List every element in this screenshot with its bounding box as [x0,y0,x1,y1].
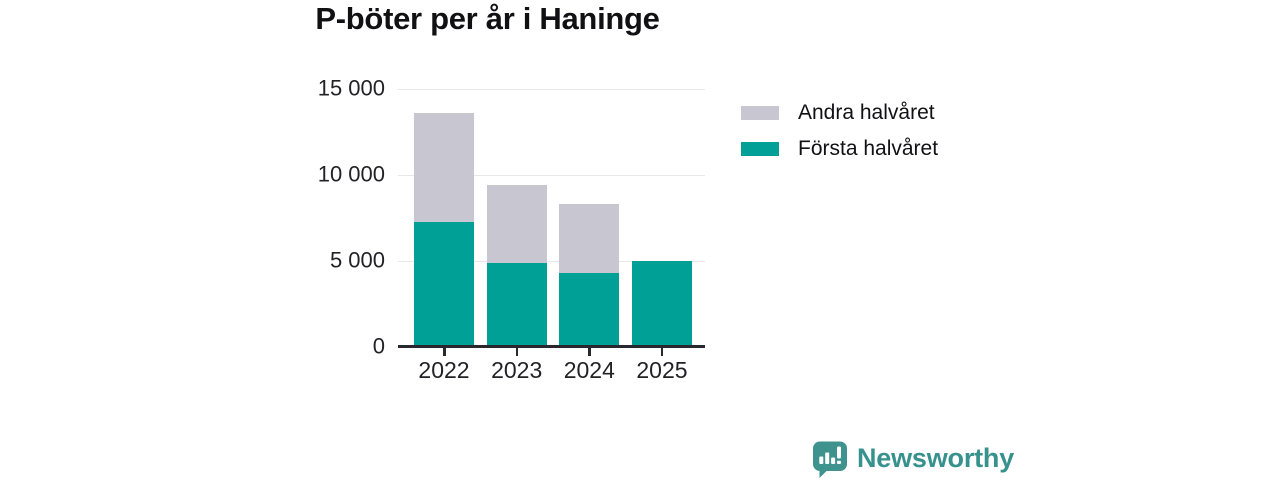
x-axis-line [398,345,705,348]
legend-item: Första halvåret [741,137,938,161]
chart-title: P-böter per år i Haninge [315,1,660,36]
legend-label: Andra halvåret [798,101,935,124]
x-tick-label-2023: 2023 [491,357,543,383]
y-tick-label-0: 0 [372,333,385,359]
newsworthy-brand-text: Newsworthy [857,443,1015,473]
bar-2023-second-half [486,185,547,263]
x-tick-label-2022: 2022 [418,357,470,383]
x-axis-labels: 2022 2023 2024 2025 [398,357,705,385]
legend-swatch [741,106,779,120]
newsworthy-logo: Newsworthy [812,441,1014,478]
legend-label: Första halvåret [798,137,939,160]
legend: Andra halvåret Första halvåret [741,101,938,173]
gridline-15000 [398,89,705,90]
bar-2022-first-half [414,222,474,347]
legend-item: Andra halvåret [741,101,938,125]
gridline-10000 [398,175,705,176]
bar-2024-second-half [559,204,620,274]
x-tick-label-2024: 2024 [563,357,615,383]
x-tick-label-2025: 2025 [636,357,688,383]
gridline-5000 [398,261,705,262]
legend-swatch [741,142,779,156]
y-axis-labels: 0 5 000 10 000 15 000 [250,75,385,358]
bar-2025-first-half [631,261,692,347]
x-tick-2022 [443,348,446,356]
x-tick-2024 [588,348,591,356]
bar-2022-second-half [414,113,474,223]
x-axis-ticks [398,348,705,357]
x-tick-2023 [515,348,519,356]
bar-2023-first-half [486,262,547,347]
newsworthy-logo-icon [813,441,847,478]
plot-area [398,89,705,348]
y-tick-label-10000: 10 000 [317,161,385,187]
x-tick-2025 [660,348,664,356]
y-tick-label-15000: 15 000 [317,75,385,101]
bar-2024-first-half [559,273,620,347]
y-tick-label-5000: 5 000 [329,247,385,273]
